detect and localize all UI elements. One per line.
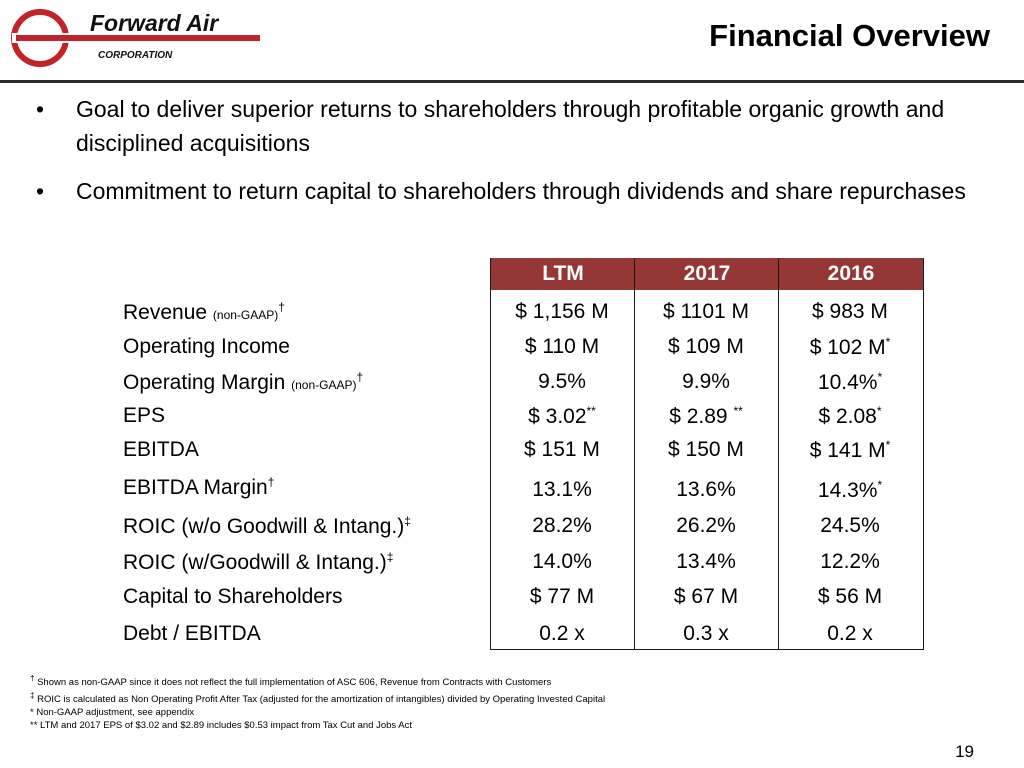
- table-cell: $ 2.08*: [818, 404, 882, 428]
- table-cell: 13.6%: [676, 478, 736, 501]
- bullet-text: Goal to deliver superior returns to shar…: [76, 96, 945, 156]
- table-cell: 12.2%: [820, 550, 880, 573]
- table-cell: 13.4%: [676, 550, 736, 573]
- table-cell: 14.3%*: [817, 478, 883, 502]
- row-label-ebitda: EBITDA: [123, 438, 199, 461]
- row-label-operating-income: Operating Income: [123, 335, 290, 358]
- column-header: 2016: [827, 262, 875, 285]
- row-label-eps: EPS: [123, 404, 166, 427]
- table-cell: 9.5%: [538, 370, 586, 393]
- footnote: † Shown as non-GAAP since it does not re…: [30, 674, 552, 689]
- bullet-item: • Goal to deliver superior returns to sha…: [36, 92, 996, 160]
- table-cell: $ 110 M: [524, 335, 600, 358]
- row-label-operating-margin: Operating Margin (non-GAAP)†: [123, 370, 364, 394]
- table-cell: $ 983 M: [812, 300, 888, 323]
- forward-air-logo: Forward Air CORPORATION: [11, 9, 260, 67]
- column-divider: [634, 258, 635, 649]
- page-number: 19: [955, 742, 974, 761]
- table-cell: $ 151 M: [524, 438, 600, 461]
- table-cell: $ 150 M: [668, 438, 744, 461]
- table-cell: $ 109 M: [668, 335, 744, 358]
- row-label-debt-ebitda: Debt / EBITDA: [123, 622, 261, 645]
- table-cell: $ 2.89 **: [669, 404, 743, 428]
- table-cell: 9.9%: [682, 370, 730, 393]
- table-cell: $ 56 M: [817, 585, 883, 608]
- row-label-roic-w-goodwill: ROIC (w/Goodwill & Intang.)‡: [123, 550, 394, 574]
- logo-subtitle: CORPORATION: [98, 50, 173, 61]
- column-header: 2017: [683, 262, 731, 285]
- row-label-ebitda-margin: EBITDA Margin†: [123, 475, 275, 499]
- table-cell: 14.0%: [532, 550, 592, 573]
- footnote: ** LTM and 2017 EPS of $3.02 and $2.89 i…: [30, 720, 413, 732]
- table-header: [491, 258, 923, 290]
- page-title: Financial Overview: [709, 18, 990, 53]
- table-cell: $ 77 M: [529, 585, 595, 608]
- table-cell: 24.5%: [820, 514, 880, 537]
- footnote: * Non-GAAP adjustment, see appendix: [30, 707, 195, 719]
- row-label-roic-wo-goodwill: ROIC (w/o Goodwill & Intang.)‡: [123, 514, 411, 538]
- table-cell: $ 1101 M: [663, 300, 749, 323]
- column-divider: [778, 258, 779, 649]
- bullet-dot: •: [36, 96, 45, 122]
- table-cell: 10.4%*: [817, 370, 883, 394]
- footnote: ‡ ROIC is calculated as Non Operating Pr…: [30, 691, 606, 706]
- table-cell: 0.3 x: [683, 622, 729, 645]
- header-divider: [0, 80, 1024, 83]
- footnotes: † Shown as non-GAAP since it does not re…: [30, 672, 605, 732]
- bullet-list: • Goal to deliver superior returns to sha…: [36, 92, 996, 222]
- column-header: LTM: [542, 262, 584, 285]
- row-label-capital-to-shareholders: Capital to Shareholders: [123, 585, 343, 608]
- bullet-dot: •: [36, 178, 45, 204]
- logo-wordmark: Forward Air: [90, 10, 219, 36]
- table-cell: 0.2 x: [539, 622, 585, 645]
- table-cell: 13.1%: [532, 478, 592, 501]
- table-cell: $ 67 M: [673, 585, 739, 608]
- table-cell: $ 1,156 M: [515, 300, 609, 323]
- financial-table: LTM 2017 2016: [490, 258, 924, 650]
- table-cell: 0.2 x: [827, 622, 873, 645]
- bullet-text: Commitment to return capital to sharehol…: [76, 178, 966, 204]
- bullet-item: • Commitment to return capital to shareho…: [36, 174, 996, 208]
- table-cell: 28.2%: [532, 514, 592, 537]
- table-cell: 26.2%: [676, 514, 736, 537]
- table-cell: $ 102 M*: [809, 335, 891, 359]
- table-cell: $ 141 M*: [809, 438, 891, 462]
- row-label-revenue: Revenue (non-GAAP)†: [123, 300, 285, 324]
- table-cell: $ 3.02**: [528, 404, 596, 428]
